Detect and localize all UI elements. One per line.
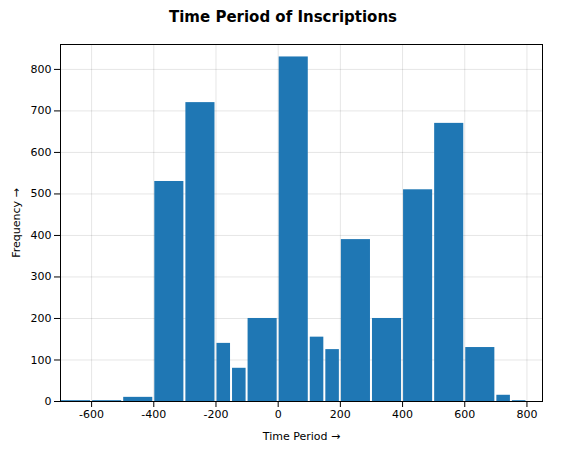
svg-text:700: 700 [31, 104, 52, 117]
svg-text:800: 800 [31, 63, 52, 76]
svg-text:Time Period →: Time Period → [262, 430, 340, 443]
svg-text:600: 600 [454, 408, 475, 421]
svg-text:200: 200 [330, 408, 351, 421]
svg-text:600: 600 [31, 146, 52, 159]
svg-text:100: 100 [31, 354, 52, 367]
svg-text:Frequency →: Frequency → [10, 188, 23, 258]
svg-text:400: 400 [31, 229, 52, 242]
svg-text:0: 0 [45, 395, 52, 408]
html-text:Time Period of Inscriptions: Time Period of Inscriptions [169, 8, 397, 26]
svg-text:200: 200 [31, 312, 52, 325]
svg-text:800: 800 [516, 408, 537, 421]
svg-text:400: 400 [392, 408, 413, 421]
svg-text:0: 0 [275, 408, 282, 421]
svg-text:300: 300 [31, 270, 52, 283]
svg-text:-600: -600 [79, 408, 104, 421]
svg-text:-400: -400 [141, 408, 166, 421]
svg-text:500: 500 [31, 187, 52, 200]
svg-text:-200: -200 [203, 408, 228, 421]
